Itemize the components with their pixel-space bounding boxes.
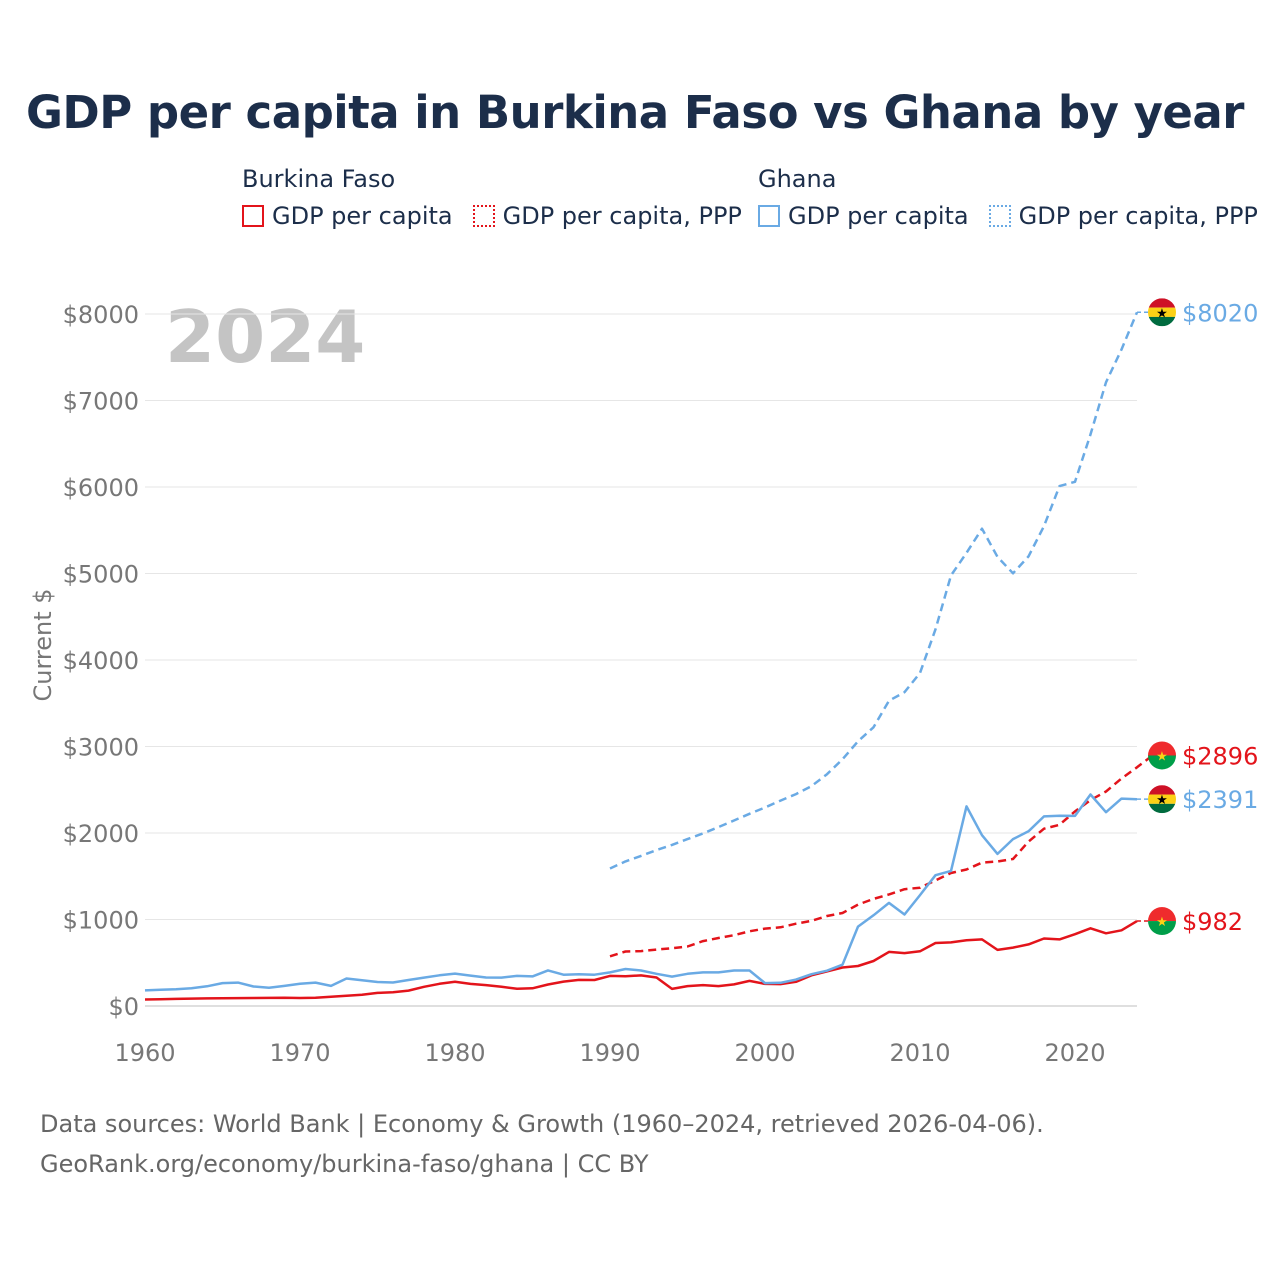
legend-swatch-solid-blue <box>758 205 780 227</box>
series-line <box>144 920 1138 1001</box>
x-tick-label: 1970 <box>269 1039 330 1067</box>
legend-item-ghana-gdp[interactable]: GDP per capita <box>758 202 969 230</box>
y-tick-label: $5000 <box>63 561 139 589</box>
data-source-note: Data sources: World Bank | Economy & Gro… <box>40 1104 1044 1184</box>
y-tick-label: $8000 <box>63 301 139 329</box>
ghana-flag-icon: ★ <box>1148 785 1176 814</box>
svg-text:★: ★ <box>1156 793 1168 808</box>
y-tick-label: $6000 <box>63 474 139 502</box>
x-tick-label: 1990 <box>579 1039 640 1067</box>
y-axis-label: Current $ <box>29 588 57 701</box>
svg-text:★: ★ <box>1156 749 1168 764</box>
legend-group-burkina-faso: Burkina Faso GDP per capita GDP per capi… <box>242 162 742 230</box>
svg-text:★: ★ <box>1156 915 1168 930</box>
legend-item-label: GDP per capita <box>788 202 969 230</box>
y-tick-label: $1000 <box>63 907 139 935</box>
source-line-1: Data sources: World Bank | Economy & Gro… <box>40 1110 1044 1138</box>
end-value-label: $8020 <box>1182 299 1258 327</box>
legend-swatch-solid-red <box>242 205 264 227</box>
x-tick-label: 1960 <box>114 1039 175 1067</box>
end-value-label: $982 <box>1182 908 1243 936</box>
chart-title: GDP per capita in Burkina Faso vs Ghana … <box>26 86 1244 139</box>
burkina-faso-flag-icon: ★ <box>1148 741 1176 770</box>
y-tick-label: $3000 <box>63 734 139 762</box>
y-tick-label: $7000 <box>63 388 139 416</box>
series-line <box>609 311 1139 870</box>
year-watermark: 2024 <box>165 295 365 379</box>
burkina-faso-flag-icon: ★ <box>1148 907 1176 936</box>
y-tick-label: $2000 <box>63 820 139 848</box>
series-line <box>144 793 1138 992</box>
svg-text:★: ★ <box>1156 306 1168 321</box>
series-line <box>609 754 1154 958</box>
x-tick-label: 2010 <box>889 1039 950 1067</box>
legend-swatch-dotted-red <box>472 205 495 227</box>
y-tick-label: $4000 <box>63 647 139 675</box>
legend-item-label: GDP per capita <box>272 202 453 230</box>
legend-swatch-dotted-blue <box>988 205 1011 227</box>
legend-item-burkina-gdp-ppp[interactable]: GDP per capita, PPP <box>472 202 742 230</box>
x-tick-label: 2000 <box>734 1039 795 1067</box>
legend-item-burkina-gdp[interactable]: GDP per capita <box>242 202 453 230</box>
end-value-label: $2391 <box>1182 786 1258 814</box>
legend-group-ghana: Ghana GDP per capita GDP per capita, PPP <box>758 162 1258 230</box>
ghana-flag-icon: ★ <box>1148 298 1176 327</box>
legend-country-label: Burkina Faso <box>242 165 396 193</box>
legend-country-label: Ghana <box>758 165 837 193</box>
source-line-2: GeoRank.org/economy/burkina-faso/ghana |… <box>40 1150 649 1178</box>
legend-item-label: GDP per capita, PPP <box>502 202 742 230</box>
legend-item-label: GDP per capita, PPP <box>1018 202 1258 230</box>
x-tick-label: 1980 <box>424 1039 485 1067</box>
end-value-label: $2896 <box>1182 742 1258 770</box>
legend-item-ghana-gdp-ppp[interactable]: GDP per capita, PPP <box>988 202 1258 230</box>
y-tick-label: $0 <box>108 993 139 1021</box>
x-tick-label: 2020 <box>1044 1039 1105 1067</box>
